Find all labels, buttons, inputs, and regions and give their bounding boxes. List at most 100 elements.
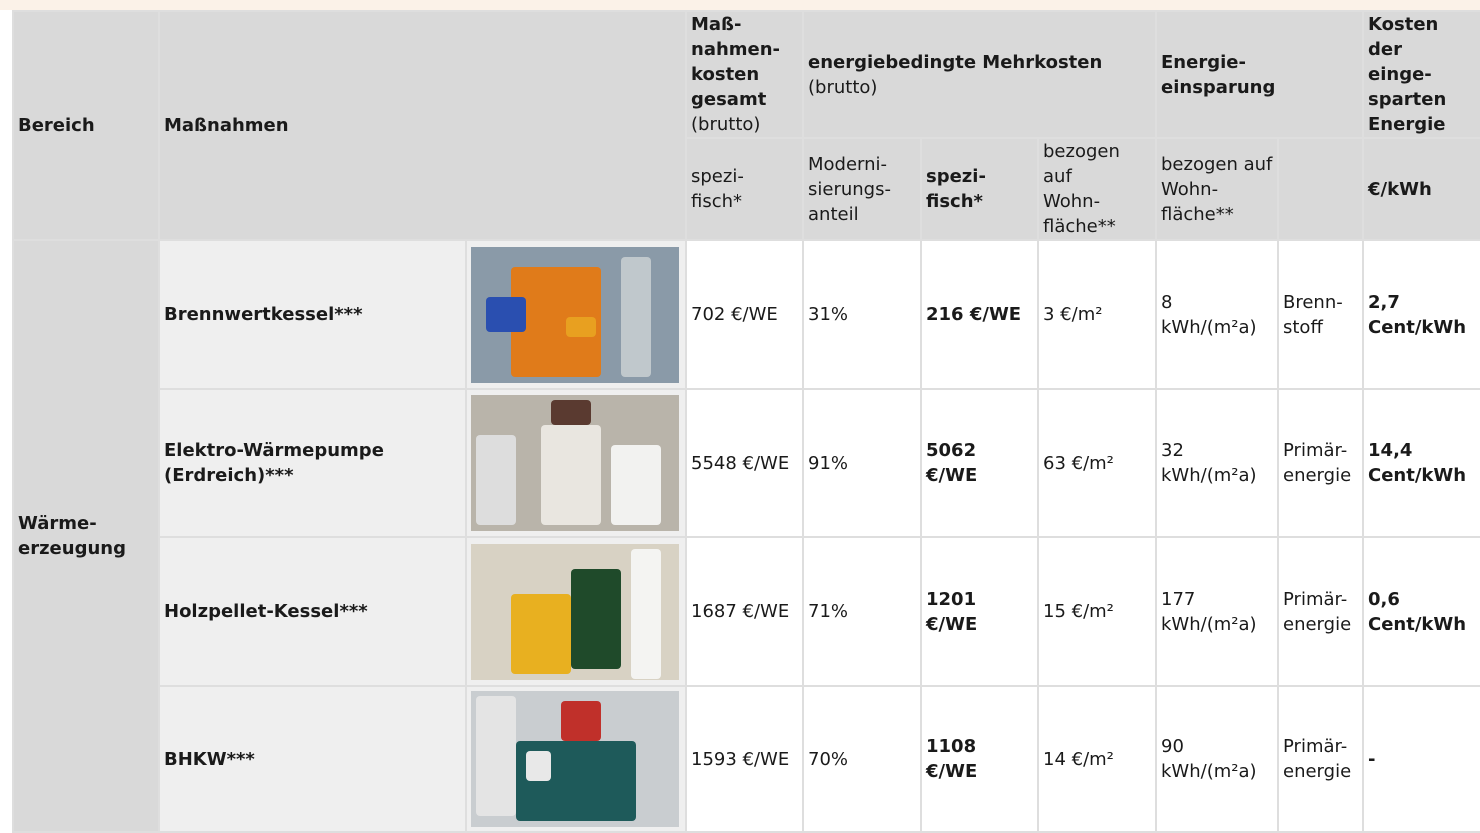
cell-text: 5548 €/WE bbox=[691, 451, 798, 476]
massnahme-text: BHKW*** bbox=[164, 747, 461, 772]
table-cell: spezi-fisch* bbox=[921, 138, 1038, 240]
cell-text: kWh/(m²a) bbox=[1161, 612, 1273, 637]
table-cell: 702 €/WE bbox=[686, 240, 803, 389]
page: BereichMaßnahmenMaß-nahmen-kostengesamt(… bbox=[0, 0, 1480, 823]
table-cell: 5548 €/WE bbox=[686, 389, 803, 537]
table-cell: Primär-energie bbox=[1278, 537, 1363, 686]
top-strip bbox=[0, 0, 1480, 10]
cell-text: Primär- bbox=[1283, 438, 1358, 463]
table-cell bbox=[466, 686, 686, 832]
subheader-text: spezi- bbox=[926, 164, 1033, 189]
table-cell bbox=[466, 389, 686, 537]
table-row: Elektro-Wärmepumpe(Erdreich)*** 5548 €/WE… bbox=[13, 389, 1480, 537]
table-cell: 2,7Cent/kWh bbox=[1363, 240, 1480, 389]
photo bbox=[471, 395, 679, 531]
header-note: (brutto) bbox=[808, 75, 1151, 100]
photo bbox=[471, 691, 679, 827]
cell-text: 1201 €/WE bbox=[926, 587, 1033, 637]
cell-text: kWh/(m²a) bbox=[1161, 759, 1273, 784]
table-cell: 216 €/WE bbox=[921, 240, 1038, 389]
table-cell: 14 €/m² bbox=[1038, 686, 1156, 832]
header-text: gesamt bbox=[691, 87, 798, 112]
cell-text: 1687 €/WE bbox=[691, 599, 798, 624]
cell-text: Cent/kWh bbox=[1368, 612, 1476, 637]
cell-text: Cent/kWh bbox=[1368, 463, 1476, 488]
cell-text: 91% bbox=[808, 451, 916, 476]
table-cell: Brennwertkessel*** bbox=[159, 240, 466, 389]
massnahme-text: Holzpellet-Kessel*** bbox=[164, 599, 461, 624]
subheader-text: anteil bbox=[808, 202, 916, 227]
cell-text: Primär- bbox=[1283, 587, 1358, 612]
table-cell: €/kWh bbox=[1363, 138, 1480, 240]
table-cell: 91% bbox=[803, 389, 921, 537]
header-text: kosten bbox=[691, 62, 798, 87]
table-cell: Holzpellet-Kessel*** bbox=[159, 537, 466, 686]
cell-text: 1593 €/WE bbox=[691, 747, 798, 772]
table-cell: 177kWh/(m²a) bbox=[1156, 537, 1278, 686]
cell-text: 0,6 bbox=[1368, 587, 1476, 612]
cell-text: 216 €/WE bbox=[926, 302, 1033, 327]
table-row: Wärme-erzeugungBrennwertkessel***702 €/W… bbox=[13, 240, 1480, 389]
subheader-text: fisch* bbox=[926, 189, 1033, 214]
bereich-text: erzeugung bbox=[18, 536, 154, 561]
table-cell: Primär-energie bbox=[1278, 686, 1363, 832]
table-cell: bezogen aufWohn-fläche** bbox=[1156, 138, 1278, 240]
table-cell bbox=[1278, 138, 1363, 240]
table-cell: 15 €/m² bbox=[1038, 537, 1156, 686]
header-text: Energie bbox=[1368, 112, 1476, 137]
table-cell: Maßnahmen bbox=[159, 11, 686, 240]
cell-text: 1108 €/WE bbox=[926, 734, 1033, 784]
table-cell: 31% bbox=[803, 240, 921, 389]
cell-text: Cent/kWh bbox=[1368, 315, 1476, 340]
header-text: Energie- bbox=[1161, 50, 1358, 75]
header-text: nahmen- bbox=[691, 37, 798, 62]
massnahme-text: Elektro-Wärmepumpe bbox=[164, 438, 461, 463]
cell-text: 702 €/WE bbox=[691, 302, 798, 327]
cell-text: 8 kWh/(m²a) bbox=[1161, 290, 1273, 340]
cell-text: kWh/(m²a) bbox=[1161, 463, 1273, 488]
table-cell: 70% bbox=[803, 686, 921, 832]
cell-text: - bbox=[1368, 747, 1476, 772]
table-cell: 3 €/m² bbox=[1038, 240, 1156, 389]
cell-text: stoff bbox=[1283, 315, 1358, 340]
table-cell: Elektro-Wärmepumpe(Erdreich)*** bbox=[159, 389, 466, 537]
table-cell: BHKW*** bbox=[159, 686, 466, 832]
header-text: sparten bbox=[1368, 87, 1476, 112]
subheader-text: bezogen auf bbox=[1161, 152, 1273, 177]
cell-text: energie bbox=[1283, 612, 1358, 637]
header-text: einsparung bbox=[1161, 75, 1358, 100]
table-cell: - bbox=[1363, 686, 1480, 832]
photo bbox=[471, 247, 679, 383]
subheader-text: sierungs- bbox=[808, 177, 916, 202]
table-cell: 5062 €/WE bbox=[921, 389, 1038, 537]
cell-text: 14 €/m² bbox=[1043, 747, 1151, 772]
table-cell: Brenn-stoff bbox=[1278, 240, 1363, 389]
table-cell bbox=[466, 240, 686, 389]
table-cell: Moderni-sierungs-anteil bbox=[803, 138, 921, 240]
table-cell: 1593 €/WE bbox=[686, 686, 803, 832]
table-cell: Energie-einsparung bbox=[1156, 11, 1363, 138]
subheader-text: bezogen auf bbox=[1043, 139, 1151, 189]
subheader-text: fläche** bbox=[1043, 214, 1151, 239]
cell-text: 14,4 bbox=[1368, 438, 1476, 463]
subheader-text: spezi- bbox=[691, 164, 798, 189]
table-cell: 1201 €/WE bbox=[921, 537, 1038, 686]
header-text: energiebedingte Mehrkosten bbox=[808, 50, 1151, 75]
table-cell: Bereich bbox=[13, 11, 159, 240]
table-cell: 1108 €/WE bbox=[921, 686, 1038, 832]
cell-text: 31% bbox=[808, 302, 916, 327]
cell-text: 63 €/m² bbox=[1043, 451, 1151, 476]
cell-text: 90 bbox=[1161, 734, 1273, 759]
header-text: Maßnahmen bbox=[164, 113, 681, 138]
subheader-text: Wohn- bbox=[1043, 189, 1151, 214]
table-cell: Primär-energie bbox=[1278, 389, 1363, 537]
header-note: (brutto) bbox=[691, 112, 798, 137]
table-cell: 8 kWh/(m²a) bbox=[1156, 240, 1278, 389]
cell-text: 5062 €/WE bbox=[926, 438, 1033, 488]
